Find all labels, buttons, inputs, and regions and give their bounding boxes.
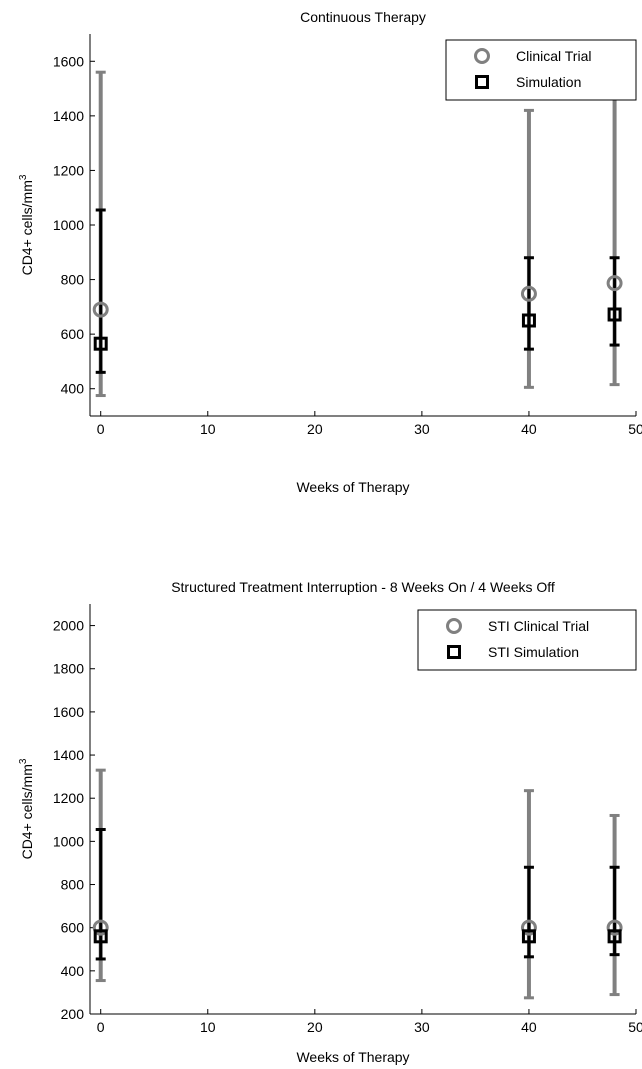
x-tick-label: 50	[628, 421, 642, 437]
y-tick-label: 1400	[53, 747, 84, 763]
y-tick-label: 1200	[53, 162, 84, 178]
x-tick-label: 10	[200, 421, 216, 437]
y-tick-label: 800	[61, 272, 85, 288]
y-tick-label: 400	[61, 381, 85, 397]
y-tick-label: 1800	[53, 661, 84, 677]
y-axis-label-superscript: 3	[18, 174, 29, 180]
x-tick-label: 20	[307, 1019, 323, 1035]
data-point-circle	[520, 919, 537, 936]
data-point-circle	[92, 301, 109, 318]
x-tick-label: 40	[521, 1019, 537, 1035]
series-simulation	[95, 828, 620, 961]
y-tick-label: 800	[61, 877, 85, 893]
legend-marker-circle	[446, 618, 462, 634]
y-tick-label: 1200	[53, 790, 84, 806]
legend-marker-circle	[474, 48, 490, 64]
y-axis-label: CD4+ cells/mm3	[18, 174, 35, 275]
data-point-square	[93, 336, 108, 351]
series-markers-2	[93, 307, 622, 351]
y-axis-label: CD4+ cells/mm3	[18, 758, 35, 859]
series-markers-1	[92, 275, 623, 318]
y-axis-label-main: CD4+ cells/mm	[19, 764, 35, 859]
y-tick-label: 600	[61, 920, 85, 936]
series-markers-1	[92, 919, 623, 936]
y-tick-label: 1000	[53, 833, 84, 849]
series-clinical-trial	[95, 70, 620, 398]
x-tick-label: 20	[307, 421, 323, 437]
series-simulation	[95, 208, 620, 374]
series-markers-2	[93, 929, 622, 944]
chart-1: Continuous Therapy 0 10 20 30 40 50 400 600 800 10…	[18, 9, 642, 495]
data-point-square	[521, 929, 536, 944]
chart-title: Continuous Therapy	[300, 9, 426, 25]
y-tick-label: 600	[61, 326, 85, 342]
y-axis-label-superscript: 3	[18, 758, 29, 764]
y-tick-label: 1000	[53, 217, 84, 233]
legend: Clinical Trial Simulation	[445, 39, 637, 101]
data-point-circle	[606, 275, 623, 292]
x-tick-label: 30	[414, 421, 430, 437]
y-axis-label-main: CD4+ cells/mm	[19, 180, 35, 275]
y-tick-label: 1600	[53, 704, 84, 720]
x-tick-label: 0	[97, 1019, 105, 1035]
chart-title: Structured Treatment Interruption - 8 We…	[171, 579, 555, 595]
y-tick-label: 400	[61, 963, 85, 979]
series-clinical-trial	[95, 768, 620, 1000]
x-tick-label: 40	[521, 421, 537, 437]
legend-marker-square	[475, 75, 489, 89]
data-point-circle	[606, 919, 623, 936]
y-tick-label: 200	[61, 1006, 85, 1022]
data-point-circle	[520, 285, 537, 302]
y-tick-label: 1600	[53, 53, 84, 69]
legend-marker-square	[447, 645, 461, 659]
data-point-square	[607, 307, 622, 322]
x-axis-label: Weeks of Therapy	[296, 479, 409, 495]
legend-label: Clinical Trial	[516, 48, 591, 64]
x-tick-label: 10	[200, 1019, 216, 1035]
data-point-square	[607, 929, 622, 944]
x-tick-label: 30	[414, 1019, 430, 1035]
y-tick-label: 2000	[53, 618, 84, 634]
y-tick-label: 1400	[53, 108, 84, 124]
x-tick-label: 50	[628, 1019, 642, 1035]
legend-label: STI Clinical Trial	[488, 618, 589, 634]
data-point-square	[93, 929, 108, 944]
data-point-square	[521, 313, 536, 328]
data-point-circle	[92, 919, 109, 936]
legend: STI Clinical Trial STI Simulation	[417, 609, 637, 671]
chart-2: Structured Treatment Interruption - 8 We…	[18, 579, 642, 1065]
legend-label: STI Simulation	[488, 644, 579, 660]
x-tick-label: 0	[97, 421, 105, 437]
x-axis-label: Weeks of Therapy	[296, 1049, 409, 1065]
legend-label: Simulation	[516, 74, 581, 90]
